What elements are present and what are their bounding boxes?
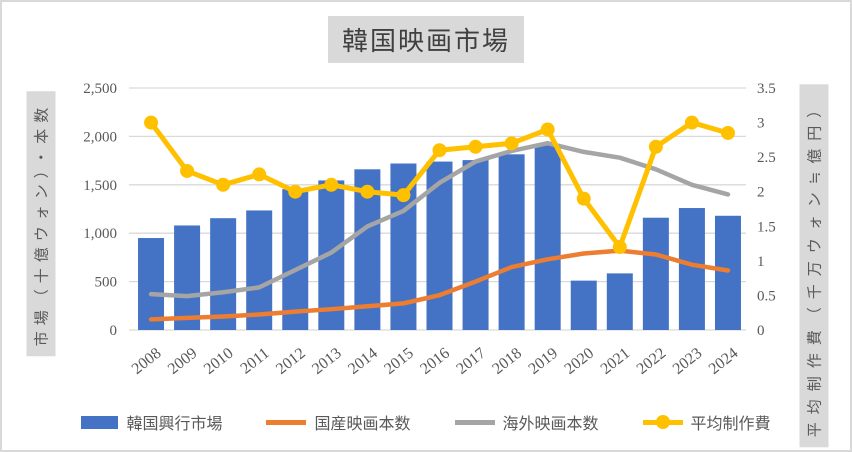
bar-2022 — [642, 217, 669, 330]
bar-2021 — [606, 273, 633, 330]
y-right-tick: 0.5 — [757, 288, 776, 304]
legend-item-3: 海外映画本数 — [454, 410, 599, 434]
legend-bar-swatch — [81, 415, 119, 429]
y-left-tick: 500 — [95, 275, 118, 291]
marker-2018 — [504, 136, 519, 151]
marker-2009 — [180, 163, 195, 178]
marker-2008 — [144, 115, 159, 130]
marker-2020 — [576, 191, 591, 206]
legend-line-swatch — [454, 419, 495, 425]
marker-2019 — [540, 122, 555, 137]
x-tick-2018: 2018 — [489, 345, 525, 378]
y-left-tick: 2,500 — [83, 81, 117, 97]
marker-2017 — [468, 139, 483, 154]
y-left-tick: 1,000 — [83, 226, 117, 242]
x-tick-2010: 2010 — [201, 345, 237, 378]
legend: 韓国興行市場 国産映画本数 海外映画本数 平均制作費 — [2, 410, 850, 434]
bar-2019 — [534, 144, 561, 330]
bar-2017 — [462, 160, 489, 330]
y-right-tick: 1.5 — [757, 219, 776, 235]
marker-2021 — [612, 240, 627, 255]
x-tick-2017: 2017 — [453, 345, 489, 378]
y-right-tick: 2.5 — [757, 150, 776, 166]
marker-2022 — [648, 139, 663, 154]
marker-2010 — [216, 177, 231, 192]
chart-title: 韓国映画市場 — [327, 16, 525, 63]
x-tick-2014: 2014 — [345, 345, 381, 378]
y-right-tick: 3.5 — [757, 81, 776, 97]
left-axis-title: 市場（十億ウォン）・本数 — [26, 91, 56, 357]
legend-label: 国産映画本数 — [314, 416, 411, 433]
y-right-tick: 2 — [757, 185, 765, 201]
x-tick-2016: 2016 — [417, 345, 453, 378]
bar-2008 — [138, 238, 165, 330]
legend-label: 平均制作費 — [690, 416, 771, 433]
x-tick-2020: 2020 — [562, 345, 598, 378]
marker-2013 — [324, 177, 339, 192]
bar-2024 — [714, 215, 741, 330]
y-left-tick: 0 — [110, 323, 118, 339]
x-tick-2015: 2015 — [381, 345, 417, 378]
bar-2020 — [570, 280, 597, 330]
bar-2023 — [678, 208, 705, 330]
bar-2018 — [498, 154, 525, 330]
x-tick-2009: 2009 — [165, 345, 201, 378]
legend-item-2: 国産映画本数 — [266, 410, 411, 434]
y-right-tick: 0 — [757, 323, 765, 339]
legend-line-swatch — [266, 419, 307, 425]
x-tick-2013: 2013 — [309, 345, 345, 378]
line-海外映画本数 — [148, 140, 731, 299]
x-tick-2022: 2022 — [634, 345, 670, 378]
x-tick-2012: 2012 — [273, 345, 309, 378]
bar-2016 — [426, 161, 453, 330]
x-tick-2019: 2019 — [525, 345, 561, 378]
y-right-tick: 1 — [757, 254, 765, 270]
x-tick-2023: 2023 — [670, 345, 706, 378]
x-tick-2008: 2008 — [129, 345, 165, 378]
line-国産映画本数 — [148, 248, 731, 322]
bar-2012 — [282, 189, 309, 330]
x-tick-2024: 2024 — [706, 345, 742, 378]
marker-2014 — [360, 184, 375, 199]
marker-2023 — [684, 115, 699, 130]
bar-2009 — [174, 225, 201, 330]
legend-marker-dot — [655, 415, 670, 429]
y-right-tick: 3 — [757, 116, 765, 132]
bar-2011 — [246, 210, 273, 330]
x-tick-2021: 2021 — [598, 345, 634, 378]
right-axis-title: 平均制作費（千万ウォン≒億円） — [799, 84, 829, 448]
marker-2015 — [396, 188, 411, 203]
bar-2010 — [210, 218, 237, 330]
marker-2016 — [432, 143, 447, 158]
marker-2012 — [288, 184, 303, 199]
x-tick-2011: 2011 — [237, 345, 272, 378]
legend-label: 韓国興行市場 — [126, 416, 223, 433]
marker-2011 — [252, 167, 267, 182]
legend-item-4: 平均制作費 — [642, 410, 771, 434]
legend-label: 海外映画本数 — [502, 416, 599, 433]
legend-item-1: 韓国興行市場 — [81, 410, 222, 434]
y-left-tick: 1,500 — [83, 178, 117, 194]
y-left-tick: 2,000 — [83, 129, 117, 145]
legend-line-swatch — [642, 415, 683, 429]
marker-2024 — [720, 125, 735, 140]
